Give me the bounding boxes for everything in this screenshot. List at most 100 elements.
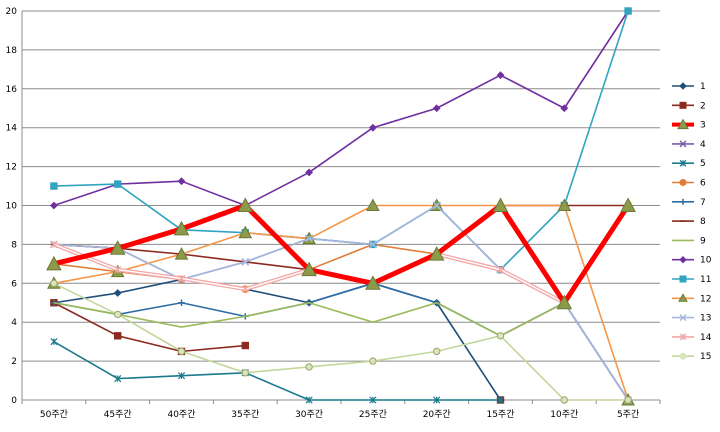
data-point [305, 363, 313, 371]
data-point [49, 201, 58, 210]
x-tick-label: 20주간 [423, 409, 451, 420]
data-point [492, 197, 509, 212]
data-point [301, 261, 317, 277]
data-point [173, 220, 190, 236]
data-point [496, 266, 505, 274]
data-point [496, 71, 505, 80]
x-tick-label: 50주간 [40, 409, 68, 420]
legend-label: 8 [700, 217, 706, 227]
data-point [369, 396, 377, 404]
data-point [624, 396, 632, 404]
data-point-stroke [241, 258, 250, 266]
data-point [241, 258, 250, 266]
legend-swatch-marker [679, 352, 687, 360]
data-point [432, 104, 441, 113]
x-tick-label: 35주간 [231, 409, 259, 420]
legend-item: 8 [672, 217, 706, 227]
data-point [50, 338, 58, 346]
data-point [369, 357, 377, 365]
data-point [174, 247, 189, 260]
x-tick-label: 10주간 [550, 409, 578, 420]
data-point [368, 123, 377, 132]
legend-swatch-marker [679, 255, 687, 264]
legend-swatch-marker [679, 275, 687, 283]
data-point [305, 234, 313, 243]
series-3 [46, 197, 636, 310]
legend-swatch-marker-stroke [679, 314, 687, 322]
data-point [114, 374, 122, 383]
series-line [53, 204, 629, 401]
data-point [365, 275, 381, 290]
legend-item: 4 [672, 140, 706, 150]
data-point [50, 240, 58, 249]
series-line [53, 10, 629, 207]
legend-label: 11 [700, 275, 711, 285]
y-tick-label: 2 [11, 357, 17, 367]
series-line [53, 203, 631, 306]
y-tick-label: 20 [6, 7, 18, 17]
data-point [113, 289, 122, 297]
data-point-stroke [305, 234, 313, 243]
x-tick-label: 45주간 [104, 409, 132, 420]
data-point [560, 396, 568, 404]
legend-label: 14 [700, 333, 712, 343]
data-point [177, 274, 186, 283]
data-point [428, 246, 445, 261]
data-point [624, 7, 632, 15]
data-point [305, 168, 314, 177]
legend-swatch-marker [677, 118, 689, 130]
data-point [305, 396, 313, 404]
legend-item: 3 [672, 118, 706, 131]
data-point [177, 347, 186, 356]
series-12 [47, 198, 635, 406]
data-point [433, 396, 441, 404]
legend-label: 3 [700, 121, 706, 131]
legend-swatch-marker [679, 333, 687, 341]
axes: 0 2 4 6 8 10 12 14 16 18 20 50주간 45주간 40주간 35주간 30주간 25주… [6, 7, 661, 420]
legend-swatch-marker-stroke [679, 140, 687, 148]
legend-label: 5 [700, 159, 706, 169]
series-line [53, 282, 629, 401]
data-point [557, 198, 572, 211]
data-point [238, 225, 253, 239]
data-point [109, 240, 126, 255]
data-point [366, 198, 380, 211]
data-point [177, 177, 186, 186]
data-point [620, 197, 636, 212]
data-point [177, 372, 186, 380]
legend-item: 7 [672, 198, 706, 208]
y-tick-label: 10 [6, 202, 18, 212]
y-tick-label: 0 [11, 396, 17, 406]
legend-swatch-marker [679, 101, 687, 109]
y-tick-label: 18 [6, 46, 18, 56]
y-tick-label: 16 [6, 85, 18, 95]
data-point [433, 347, 441, 356]
x-tick-label: 30주간 [295, 409, 323, 420]
legend-label: 13 [700, 314, 711, 324]
y-tick-label: 4 [11, 318, 17, 328]
legend-item: 10 [672, 256, 712, 266]
series-line [53, 302, 246, 353]
y-tick-label: 12 [6, 163, 17, 173]
data-point [432, 201, 441, 210]
legend-swatch-marker [679, 314, 687, 322]
legend-label: 10 [700, 256, 712, 266]
x-tick-label: 15주간 [486, 409, 514, 420]
legend-swatch-marker [679, 159, 687, 167]
data-point [114, 266, 122, 274]
legend-label: 9 [700, 236, 706, 246]
y-tick-label: 8 [11, 240, 17, 250]
data-point [114, 180, 122, 188]
legend-item: 14 [672, 333, 712, 343]
legend-label: 4 [700, 140, 706, 150]
series-15 [50, 279, 632, 404]
data-point [50, 279, 58, 287]
data-point [46, 255, 62, 271]
data-point [241, 369, 250, 377]
legend-item: 13 [672, 314, 711, 324]
data-point [556, 294, 573, 310]
